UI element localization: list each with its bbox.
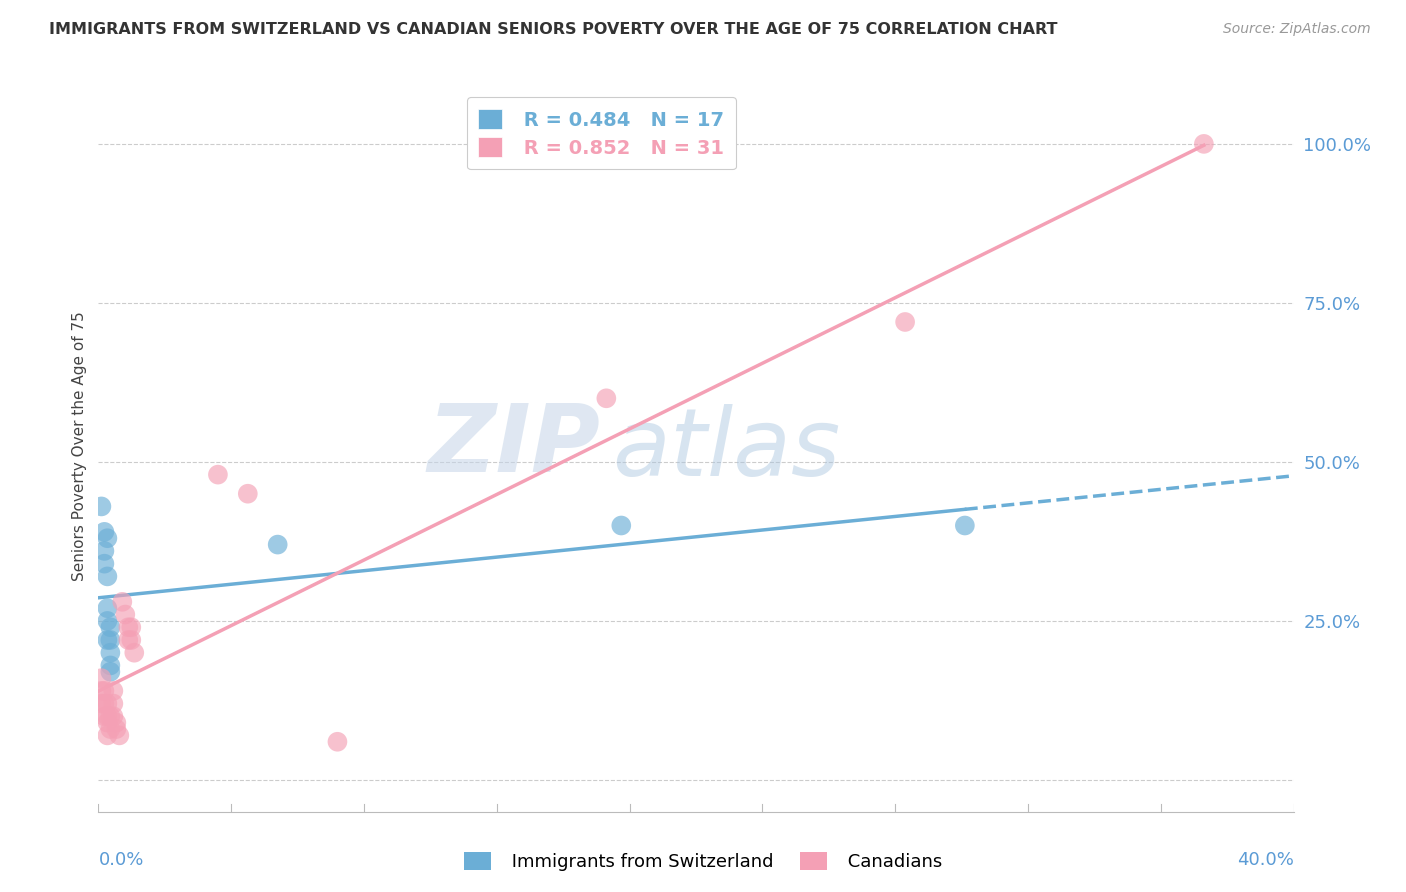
Point — [1192, 136, 1215, 151]
Point — [595, 392, 617, 406]
Point — [267, 538, 290, 552]
Point — [953, 518, 976, 533]
Point — [103, 684, 125, 698]
Point — [96, 531, 118, 545]
Point — [105, 722, 128, 736]
Point — [96, 569, 118, 583]
Point — [96, 632, 118, 647]
Point — [610, 518, 633, 533]
Point — [236, 486, 259, 500]
Point — [93, 697, 115, 711]
Text: atlas: atlas — [613, 404, 841, 495]
Point — [93, 524, 115, 539]
Point — [90, 671, 112, 685]
Point — [98, 646, 122, 660]
Point — [96, 601, 118, 615]
Point — [207, 467, 229, 482]
Point — [90, 500, 112, 514]
Legend:  R = 0.484   N = 17,  R = 0.852   N = 31: R = 0.484 N = 17, R = 0.852 N = 31 — [467, 97, 735, 169]
Point — [98, 620, 122, 634]
Point — [96, 614, 118, 628]
Point — [124, 646, 146, 660]
Point — [90, 684, 112, 698]
Point — [103, 709, 125, 723]
Point — [108, 728, 131, 742]
Point — [96, 697, 118, 711]
Point — [117, 632, 139, 647]
Point — [98, 709, 122, 723]
Point — [117, 620, 139, 634]
Point — [93, 684, 115, 698]
Text: Source: ZipAtlas.com: Source: ZipAtlas.com — [1223, 22, 1371, 37]
Text: IMMIGRANTS FROM SWITZERLAND VS CANADIAN SENIORS POVERTY OVER THE AGE OF 75 CORRE: IMMIGRANTS FROM SWITZERLAND VS CANADIAN … — [49, 22, 1057, 37]
Text: ZIP: ZIP — [427, 400, 600, 492]
Legend:  Immigrants from Switzerland,  Canadians: Immigrants from Switzerland, Canadians — [457, 845, 949, 879]
Point — [98, 722, 122, 736]
Point — [105, 715, 128, 730]
Point — [93, 557, 115, 571]
Text: 40.0%: 40.0% — [1237, 851, 1294, 869]
Point — [103, 697, 125, 711]
Point — [120, 632, 142, 647]
Point — [96, 715, 118, 730]
Point — [98, 665, 122, 679]
Point — [326, 735, 349, 749]
Point — [120, 620, 142, 634]
Y-axis label: Seniors Poverty Over the Age of 75: Seniors Poverty Over the Age of 75 — [72, 311, 87, 581]
Text: 0.0%: 0.0% — [98, 851, 143, 869]
Point — [96, 709, 118, 723]
Point — [90, 697, 112, 711]
Point — [93, 709, 115, 723]
Point — [98, 632, 122, 647]
Point — [93, 544, 115, 558]
Point — [114, 607, 136, 622]
Point — [98, 658, 122, 673]
Point — [96, 728, 118, 742]
Point — [111, 595, 134, 609]
Point — [894, 315, 917, 329]
